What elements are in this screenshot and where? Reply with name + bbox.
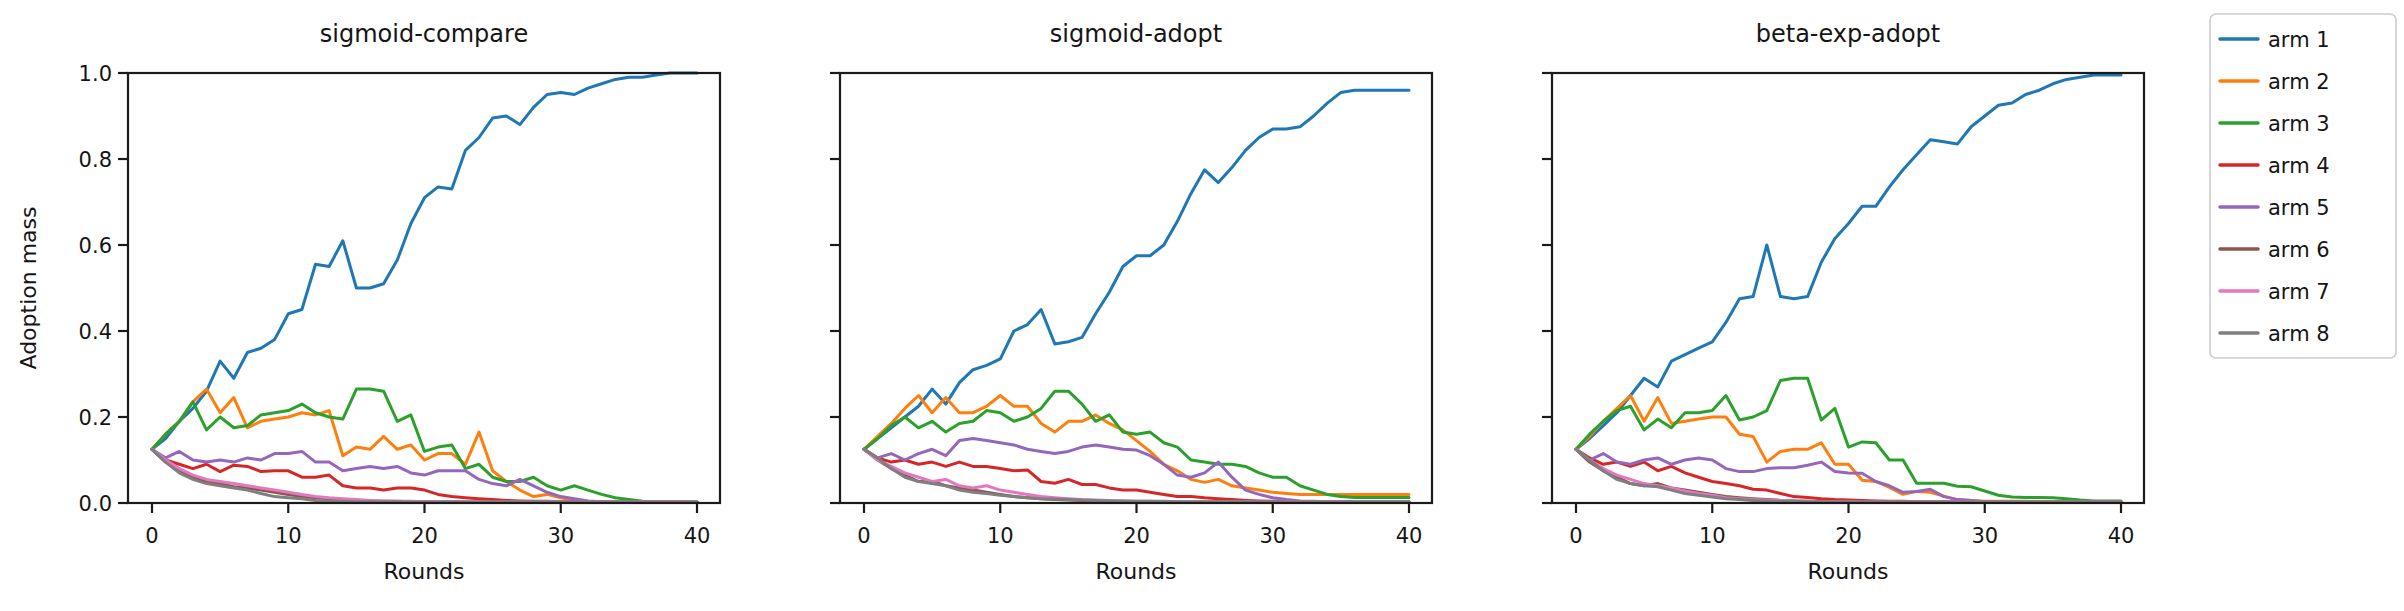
x-tick-label: 30 bbox=[1259, 524, 1286, 548]
y-tick-label: 0.8 bbox=[79, 148, 112, 172]
legend-label: arm 5 bbox=[2268, 196, 2330, 220]
line-arm-5 bbox=[1576, 449, 2121, 502]
x-tick-label: 10 bbox=[275, 524, 302, 548]
legend-label: arm 2 bbox=[2268, 70, 2330, 94]
x-tick-label: 40 bbox=[2108, 524, 2135, 548]
subplot-sigmoid-compare: sigmoid-compare 0 10 20 30 40 Rounds 0.0 0.2 0.4 0… bbox=[16, 20, 720, 584]
x-tick-label: 10 bbox=[987, 524, 1014, 548]
figure-canvas: sigmoid-compare 0 10 20 30 40 Rounds 0.0 0.2 0.4 0… bbox=[0, 0, 2404, 611]
axes-frame bbox=[1552, 73, 2144, 503]
x-tick-label: 0 bbox=[145, 524, 158, 548]
legend-label: arm 7 bbox=[2268, 280, 2330, 304]
legend-label: arm 4 bbox=[2268, 154, 2330, 178]
x-tick-label: 40 bbox=[684, 524, 711, 548]
y-tick-label: 0.0 bbox=[79, 492, 112, 516]
subplot-title: sigmoid-compare bbox=[320, 20, 528, 48]
legend: arm 1 arm 2 arm 3 arm 4 arm 5 arm 6 arm 7 arm 8 bbox=[2210, 14, 2396, 358]
x-tick-label: 10 bbox=[1699, 524, 1726, 548]
subplot-title: beta-exp-adopt bbox=[1756, 20, 1941, 48]
y-axis-label: Adoption mass bbox=[16, 206, 41, 369]
y-tick-label: 0.2 bbox=[79, 406, 112, 430]
x-axis-label: Rounds bbox=[1807, 559, 1888, 584]
line-arm-3 bbox=[152, 389, 697, 502]
subplot-beta-exp-adopt: beta-exp-adopt 0 10 20 30 40 Rounds bbox=[1542, 20, 2144, 584]
y-tick-label: 0.4 bbox=[79, 320, 112, 344]
axes-frame bbox=[128, 73, 720, 503]
line-arm-5 bbox=[864, 439, 1409, 502]
x-tick-label: 20 bbox=[411, 524, 438, 548]
x-tick-label: 0 bbox=[1569, 524, 1582, 548]
legend-label: arm 6 bbox=[2268, 238, 2330, 262]
line-arm-3 bbox=[864, 391, 1409, 497]
x-axis-label: Rounds bbox=[383, 559, 464, 584]
y-tick-label: 0.6 bbox=[79, 234, 112, 258]
y-tick-label: 1.0 bbox=[79, 62, 112, 86]
subplot-sigmoid-adopt: sigmoid-adopt 0 10 20 30 40 Rounds bbox=[830, 20, 1432, 584]
x-tick-label: 0 bbox=[857, 524, 870, 548]
x-tick-label: 30 bbox=[1971, 524, 1998, 548]
x-tick-label: 20 bbox=[1123, 524, 1150, 548]
x-tick-label: 40 bbox=[1396, 524, 1423, 548]
line-arm-1 bbox=[152, 73, 697, 449]
legend-label: arm 3 bbox=[2268, 112, 2330, 136]
line-arm-2 bbox=[152, 389, 697, 502]
x-tick-label: 30 bbox=[547, 524, 574, 548]
legend-label: arm 1 bbox=[2268, 28, 2330, 52]
line-arm-1 bbox=[864, 90, 1409, 449]
x-tick-label: 20 bbox=[1835, 524, 1862, 548]
adoption-mass-figure: sigmoid-compare 0 10 20 30 40 Rounds 0.0 0.2 0.4 0… bbox=[0, 0, 2404, 611]
line-arm-5 bbox=[152, 449, 697, 502]
line-arm-1 bbox=[1576, 75, 2121, 449]
legend-label: arm 8 bbox=[2268, 322, 2330, 346]
x-axis-label: Rounds bbox=[1095, 559, 1176, 584]
subplot-title: sigmoid-adopt bbox=[1050, 20, 1222, 48]
legend-box bbox=[2210, 14, 2396, 358]
